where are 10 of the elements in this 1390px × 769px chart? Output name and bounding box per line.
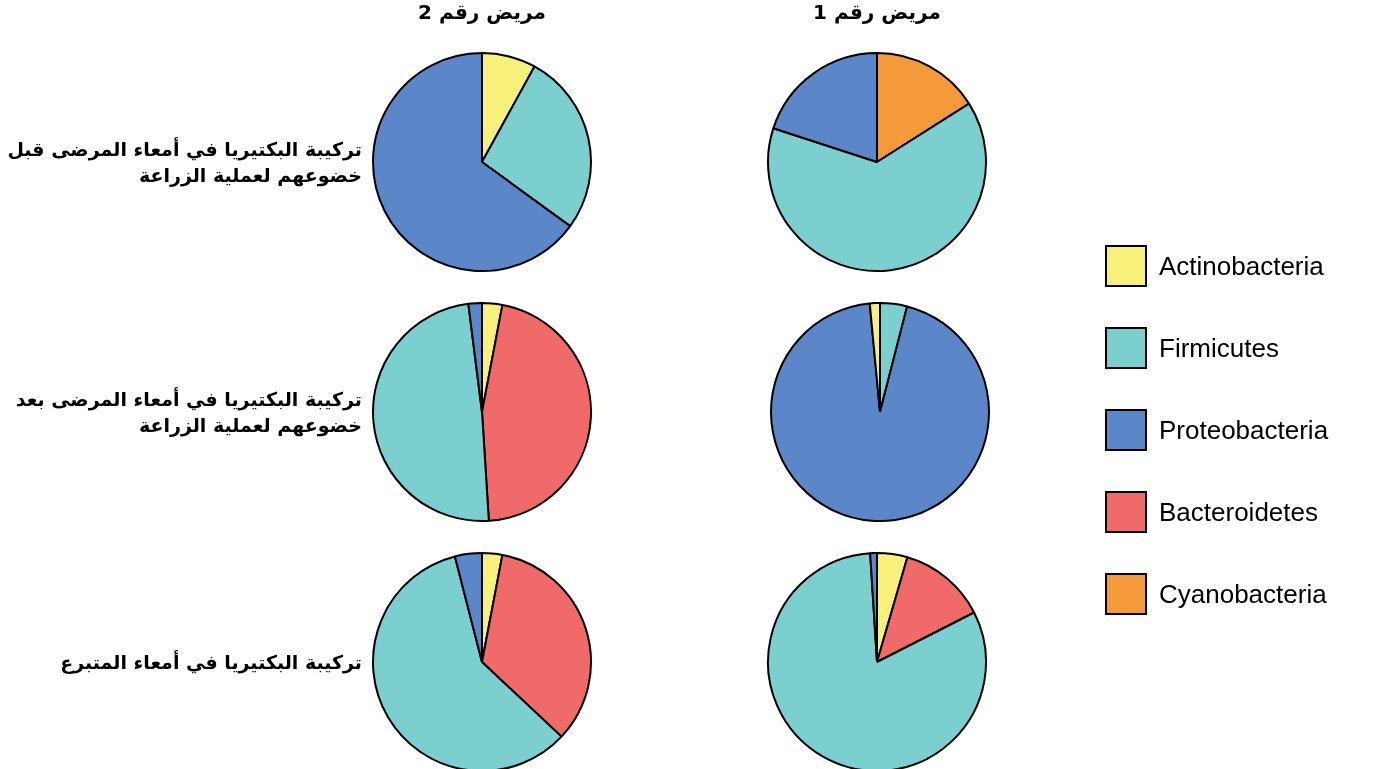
legend-label: Proteobacteria [1159,414,1329,446]
chart-title: مريض رقم 2 [417,0,547,24]
legend-label: Actinobacteria [1159,250,1324,282]
text: تركيبة البكتيريا في أمعاء المتبرع [59,649,362,675]
chart-title: مريض رقم 1 [812,0,942,24]
text: تركيبة البكتيريا في أمعاء المرضى قبل خضوعهم لعملية الزراعة [6,136,362,188]
text: تركيبة البكتيريا في أمعاء المرضى بعد خضوعهم لعملية الزراعة [14,386,362,438]
legend-label: Bacteroidetes [1159,496,1318,528]
legend-label: Firmicutes [1159,332,1279,364]
legend-label: Cyanobacteria [1159,578,1327,610]
